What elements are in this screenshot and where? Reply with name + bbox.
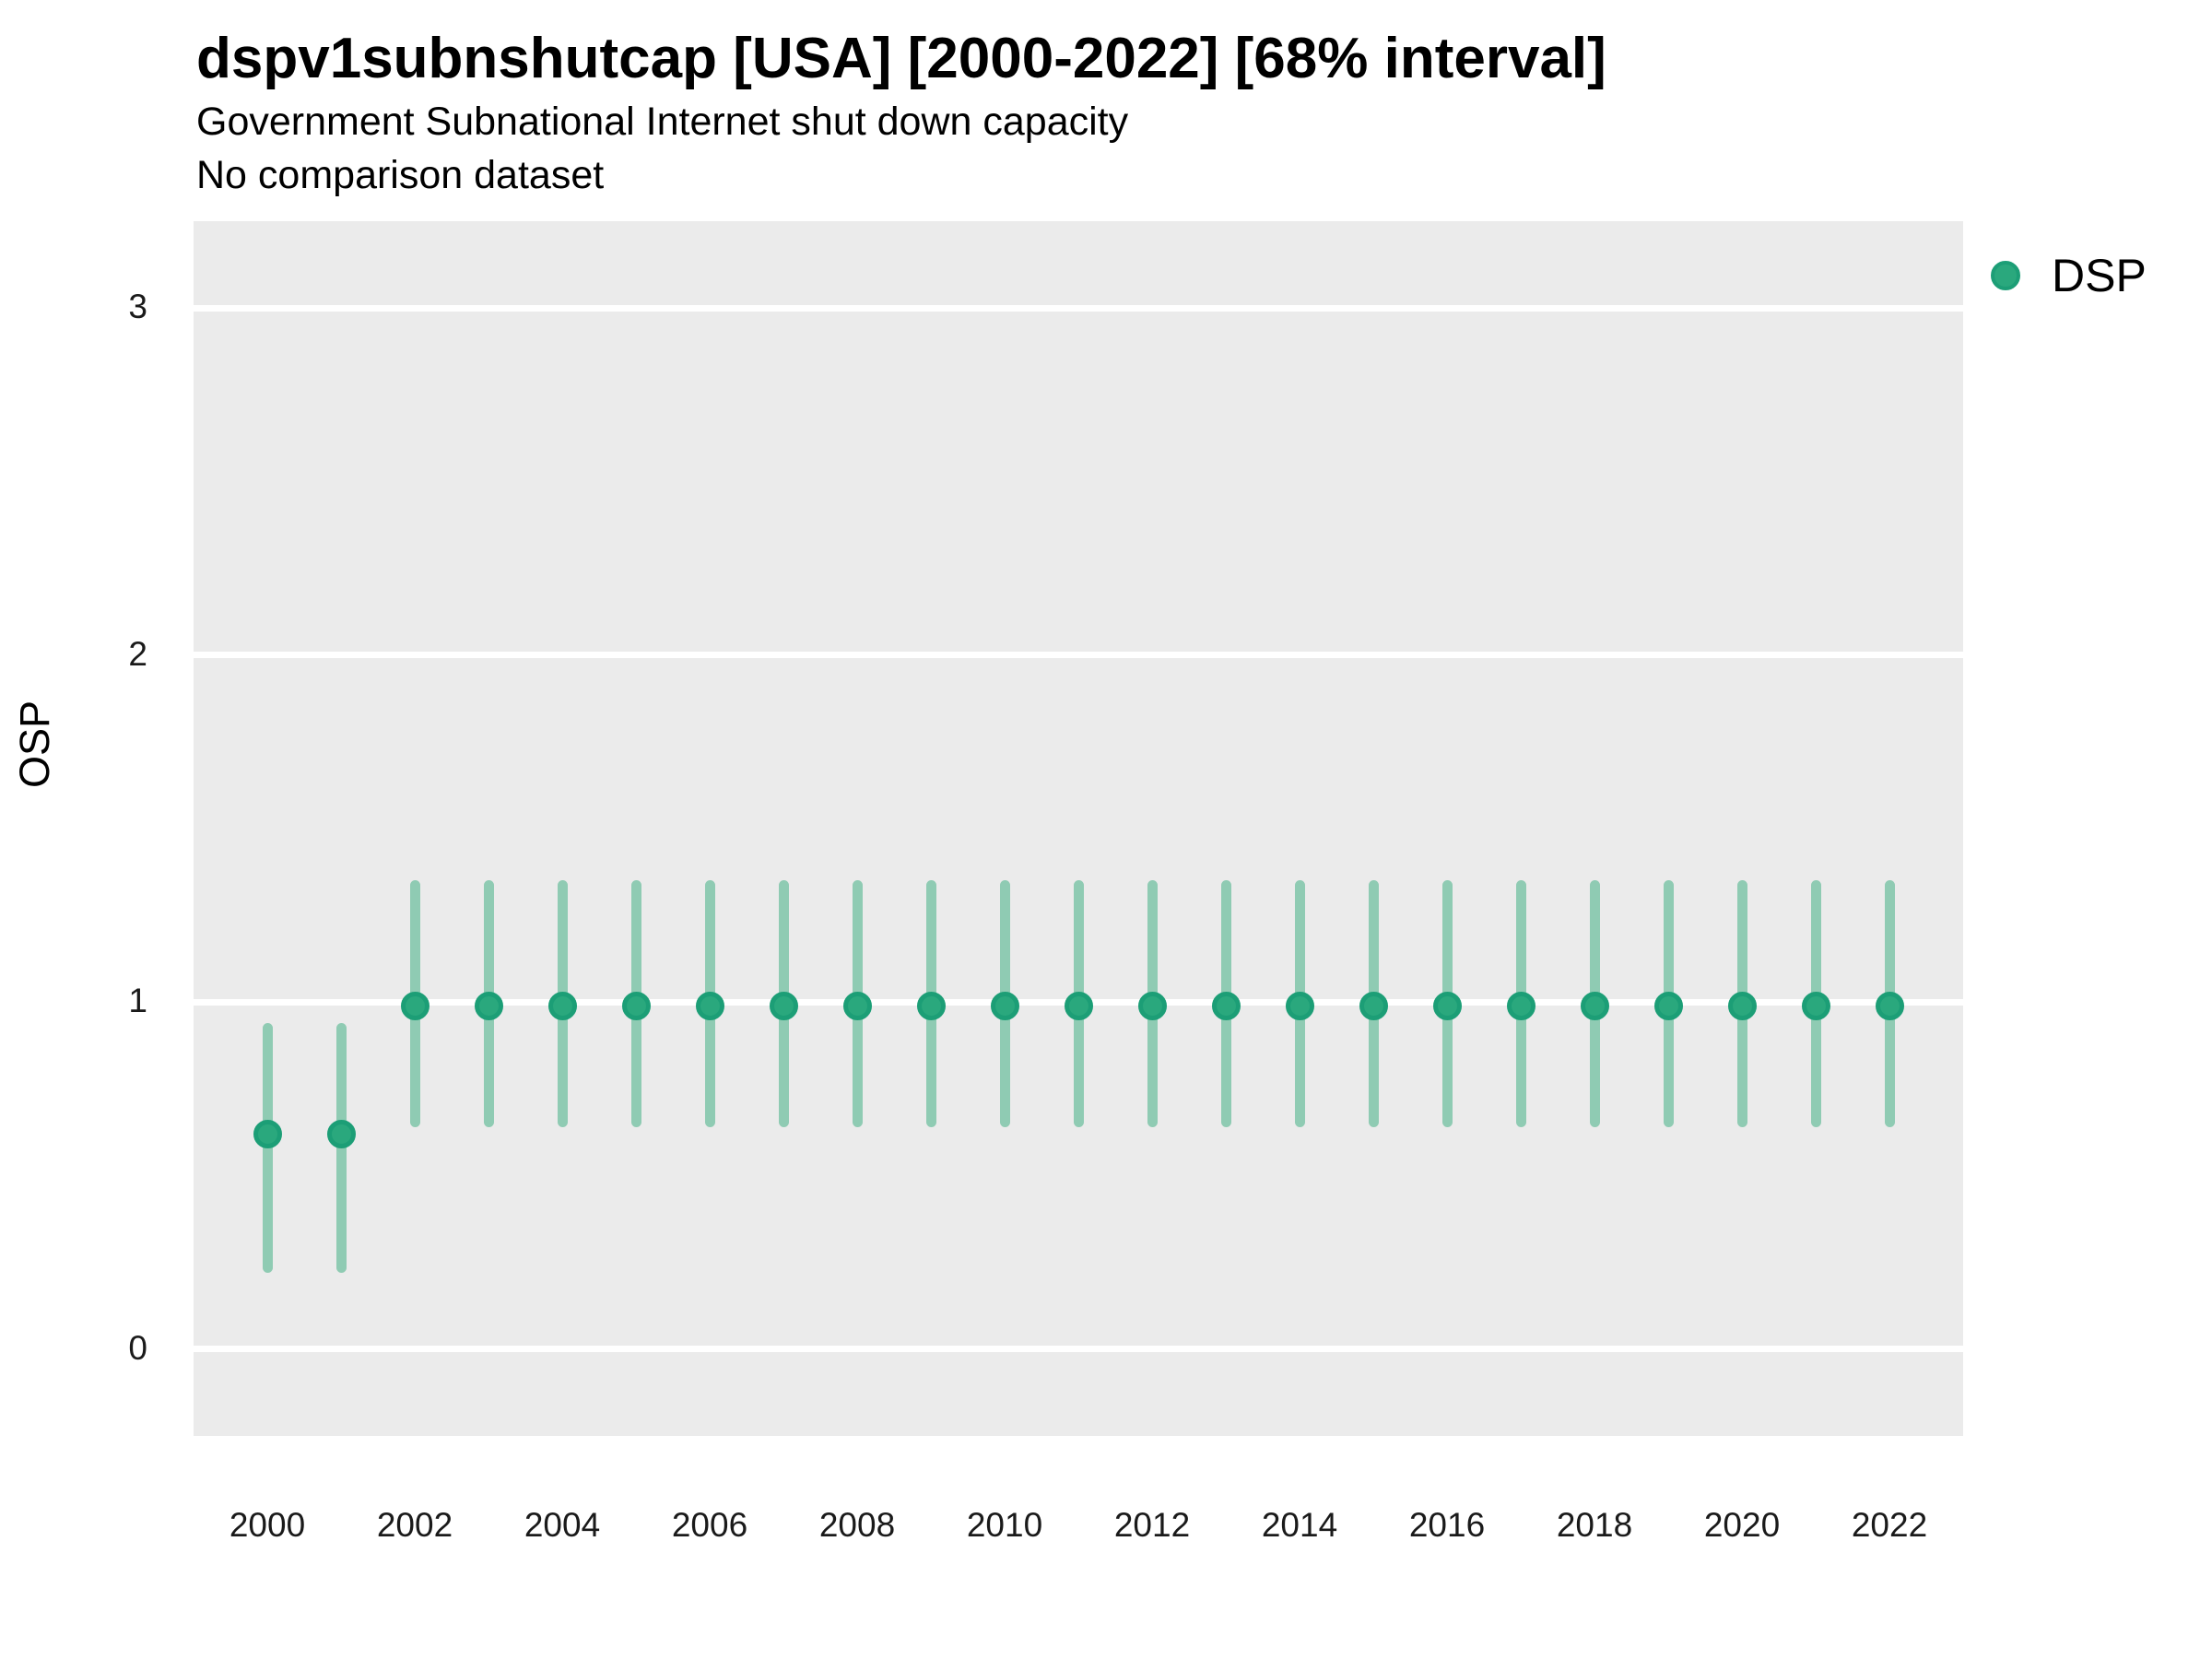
legend-dsp-label: DSP — [2052, 250, 2147, 301]
x-tick-label-2002: 2002 — [376, 1506, 453, 1544]
data-point-2012 — [1137, 991, 1167, 1020]
data-point-2016 — [1432, 991, 1462, 1020]
y-tick-label-3: 3 — [128, 288, 147, 326]
data-point-2001 — [326, 1119, 356, 1148]
y-tick-label-2: 2 — [128, 634, 147, 673]
data-point-2004 — [547, 991, 577, 1020]
data-point-2017 — [1506, 991, 1535, 1020]
gridline-y-0 — [194, 1346, 1963, 1353]
y-tick-label-1: 1 — [128, 982, 147, 1020]
chart-subtitle: Government Subnational Internet shut dow… — [196, 100, 1129, 144]
x-tick-label-2006: 2006 — [671, 1506, 748, 1544]
data-point-2010 — [990, 991, 1019, 1020]
x-tick-label-2018: 2018 — [1556, 1506, 1633, 1544]
x-tick-label-2000: 2000 — [229, 1506, 306, 1544]
x-tick-label-2004: 2004 — [524, 1506, 601, 1544]
data-point-2007 — [769, 991, 798, 1020]
legend: DSP — [1991, 249, 2147, 302]
data-point-2011 — [1064, 991, 1093, 1020]
data-point-2015 — [1359, 991, 1388, 1020]
data-point-2002 — [400, 991, 429, 1020]
data-point-2020 — [1727, 991, 1757, 1020]
data-point-2021 — [1801, 991, 1830, 1020]
x-tick-label-2008: 2008 — [818, 1506, 896, 1544]
data-point-2008 — [842, 991, 872, 1020]
plot-panel — [194, 221, 1963, 1436]
data-point-2003 — [474, 991, 503, 1020]
x-tick-label-2012: 2012 — [1113, 1506, 1191, 1544]
data-point-2019 — [1653, 991, 1683, 1020]
chart-title: dspv1subnshutcap [USA] [2000-2022] [68% … — [196, 27, 1606, 90]
gridline-y-3 — [194, 304, 1963, 312]
data-point-2005 — [621, 991, 651, 1020]
y-tick-label-0: 0 — [128, 1328, 147, 1367]
x-tick-label-2016: 2016 — [1408, 1506, 1486, 1544]
x-tick-label-2020: 2020 — [1703, 1506, 1781, 1544]
legend-dsp-dot — [1991, 261, 2020, 290]
data-point-2006 — [695, 991, 724, 1020]
x-tick-label-2014: 2014 — [1261, 1506, 1338, 1544]
x-tick-label-2010: 2010 — [966, 1506, 1043, 1544]
data-point-2014 — [1285, 991, 1314, 1020]
x-tick-label-2022: 2022 — [1851, 1506, 1928, 1544]
data-point-2022 — [1875, 991, 1904, 1020]
data-point-2018 — [1580, 991, 1609, 1020]
data-point-2000 — [253, 1119, 282, 1148]
gridline-y-2 — [194, 652, 1963, 659]
y-axis-title: OSP — [11, 700, 58, 788]
comparison-note: No comparison dataset — [196, 153, 605, 197]
data-point-2009 — [916, 991, 946, 1020]
data-point-2013 — [1211, 991, 1241, 1020]
